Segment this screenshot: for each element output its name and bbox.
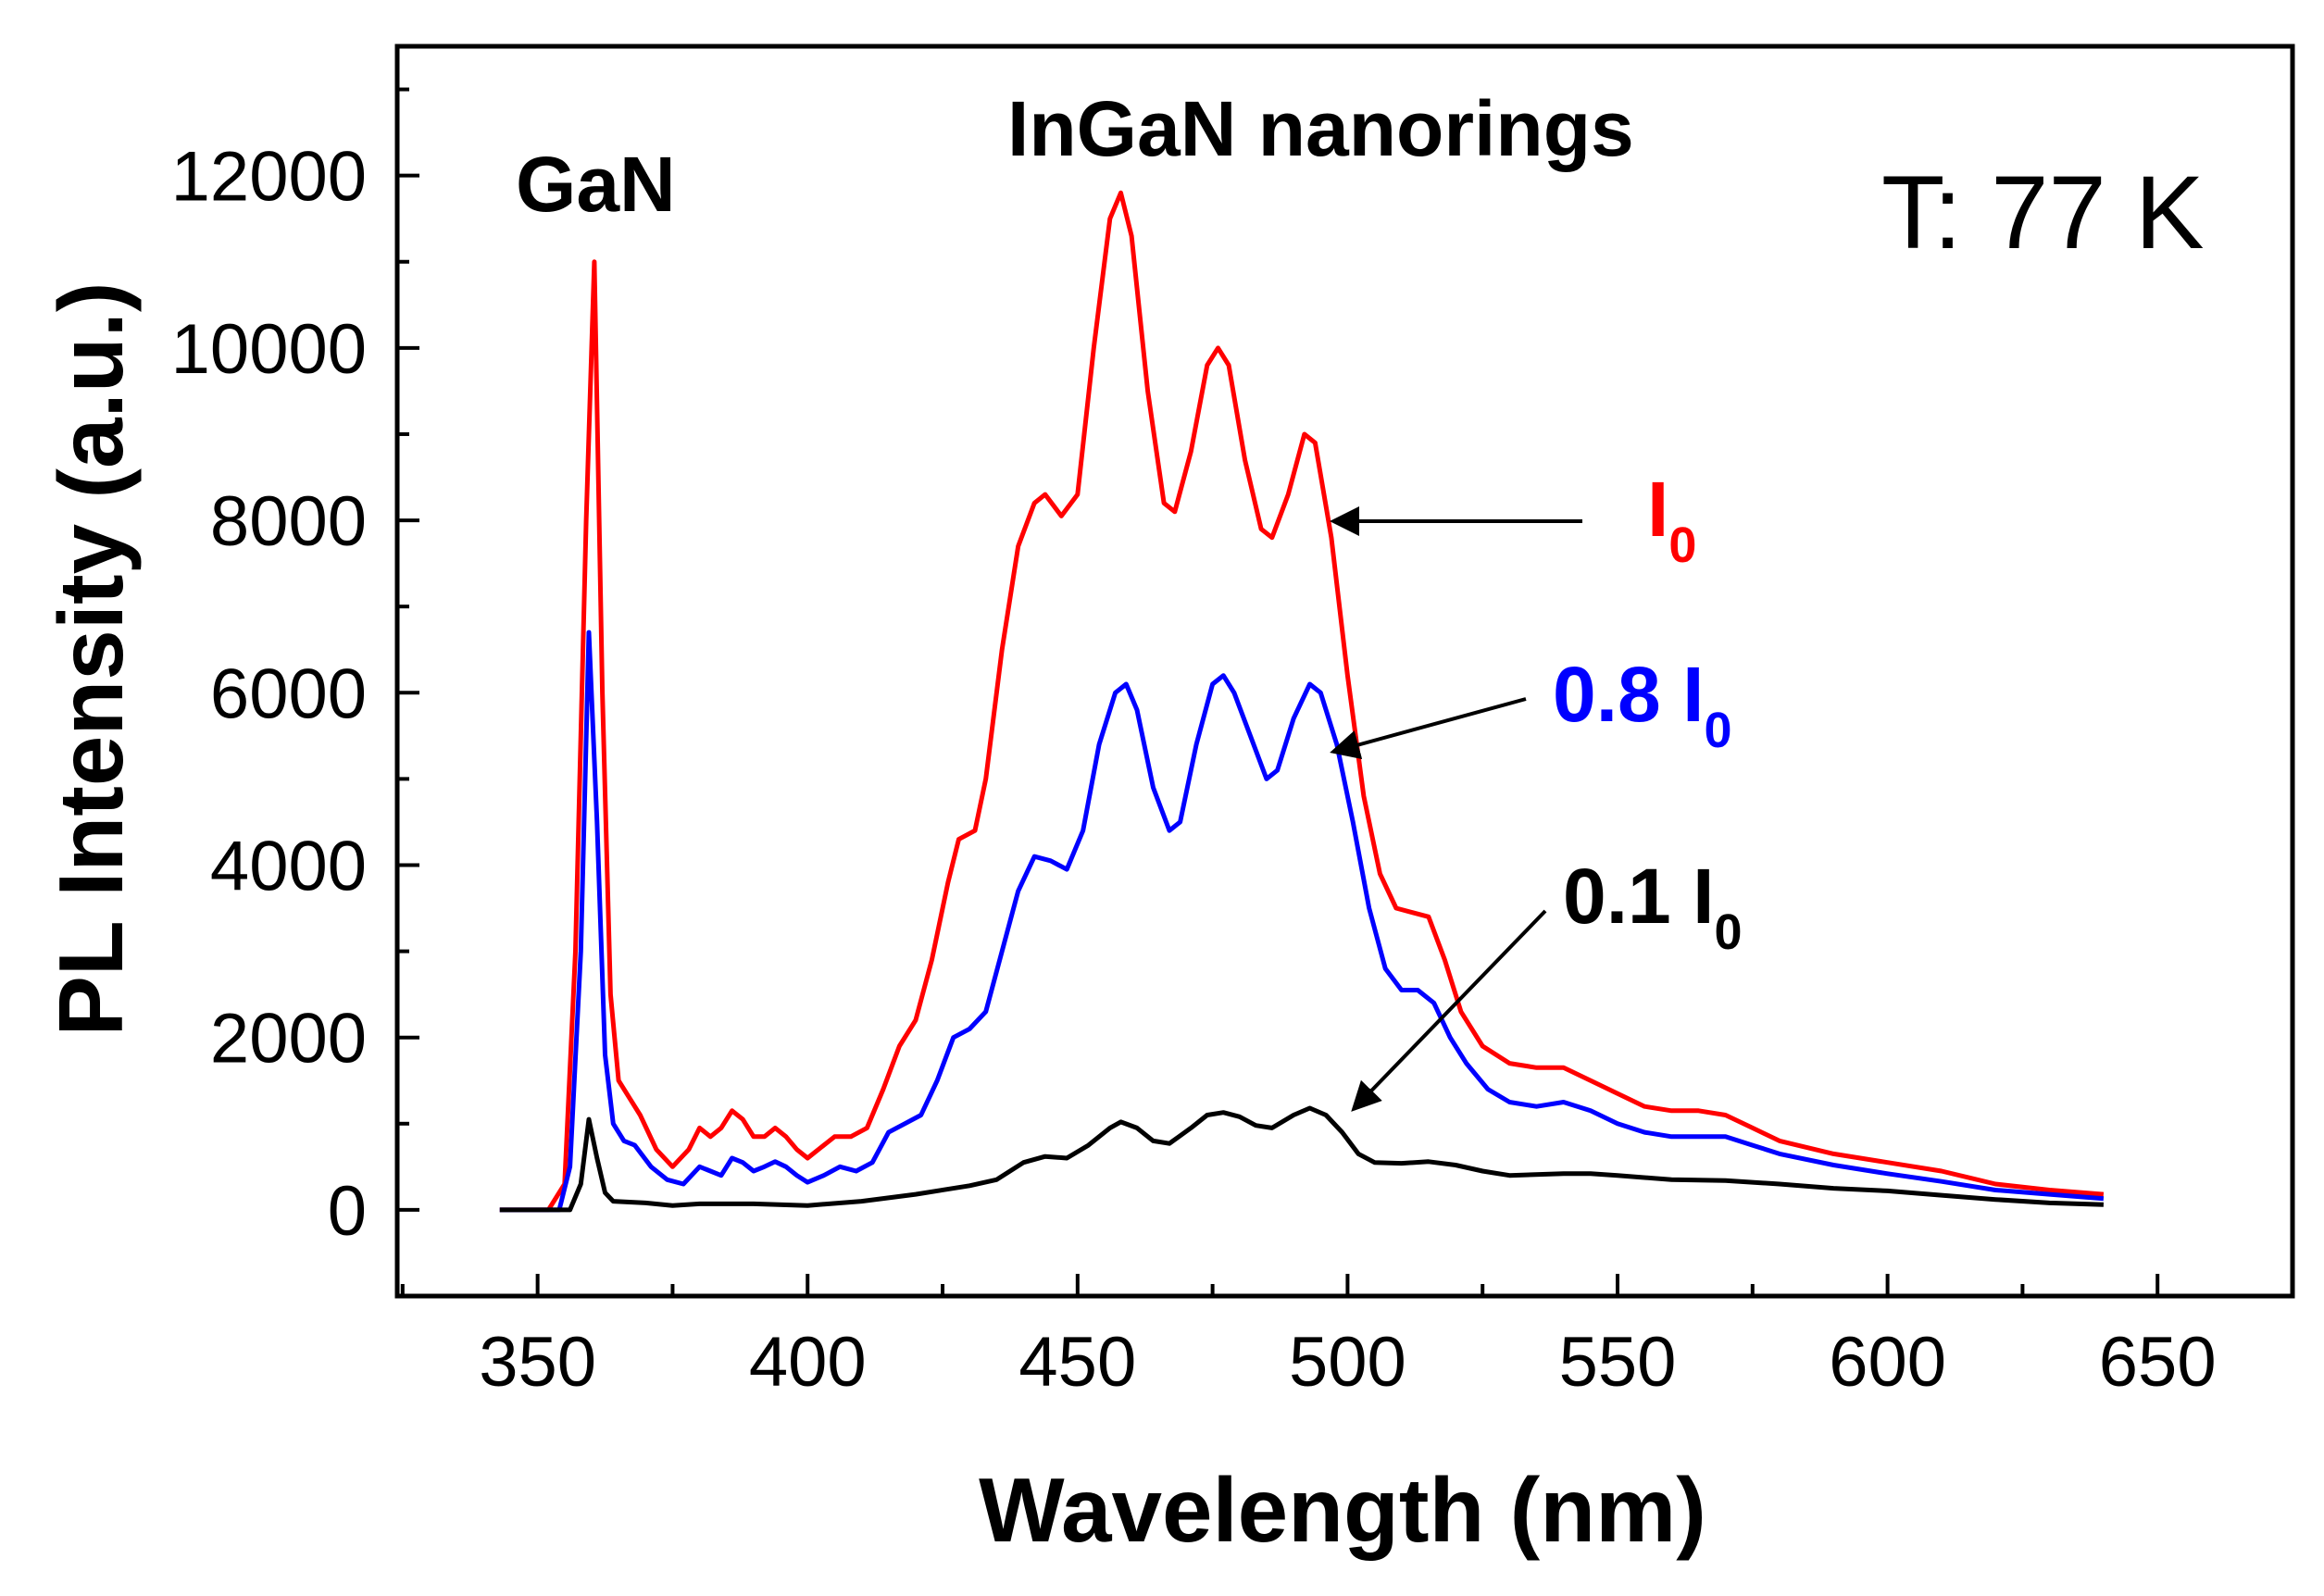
series-label-main: 0.1 I <box>1563 853 1714 940</box>
axis-ticks: 350 400 450 500 550 600 650 0 2000 4000 6000 8000 10… <box>171 87 2217 1402</box>
y-axis-title: PL Intensity (a.u.) <box>40 282 142 1037</box>
series-line-0 <box>499 190 2105 1213</box>
y-tick-label: 12000 <box>171 138 367 217</box>
x-tick-label: 400 <box>749 1323 867 1402</box>
x-tick-label: 550 <box>1559 1323 1677 1402</box>
temperature-label: T: 77 K <box>1881 155 2205 270</box>
x-tick-label: 600 <box>1829 1323 1946 1402</box>
series-lines <box>499 190 2105 1213</box>
series-label-1: 0.8 I0 <box>1553 651 1732 758</box>
series-labels: I00.8 I00.1 I0 <box>1330 466 1743 1112</box>
series-label-2: 0.1 I0 <box>1563 853 1743 960</box>
series-label-main: 0.8 I <box>1553 651 1704 738</box>
series-label-0: I0 <box>1647 466 1696 573</box>
gan-annotation: GaN <box>516 141 676 228</box>
series-label-sub: 0 <box>1714 904 1742 960</box>
ingan-annotation: InGaN nanorings <box>1007 85 1634 172</box>
x-axis-title: Wavelength (nm) <box>979 1459 1706 1561</box>
plot-frame <box>394 44 2295 1299</box>
x-tick-label: 500 <box>1289 1323 1406 1402</box>
y-tick-label: 0 <box>328 1172 367 1251</box>
y-tick-label: 10000 <box>171 310 367 389</box>
y-tick-label: 8000 <box>210 482 367 561</box>
series-line-1 <box>499 630 2105 1213</box>
x-tick-label: 650 <box>2099 1323 2217 1402</box>
series-label-sub: 0 <box>1668 517 1696 573</box>
series-label-main: I <box>1647 466 1668 553</box>
series-line-2 <box>499 1105 2104 1213</box>
x-tick-label: 350 <box>479 1323 596 1402</box>
series-arrow-1 <box>1330 697 1527 760</box>
series-arrow-2 <box>1351 909 1547 1112</box>
x-tick-label: 450 <box>1018 1323 1136 1402</box>
series-label-sub: 0 <box>1704 703 1731 758</box>
y-tick-label: 2000 <box>210 1000 367 1079</box>
y-tick-label: 6000 <box>210 655 367 733</box>
y-tick-label: 4000 <box>210 827 367 905</box>
